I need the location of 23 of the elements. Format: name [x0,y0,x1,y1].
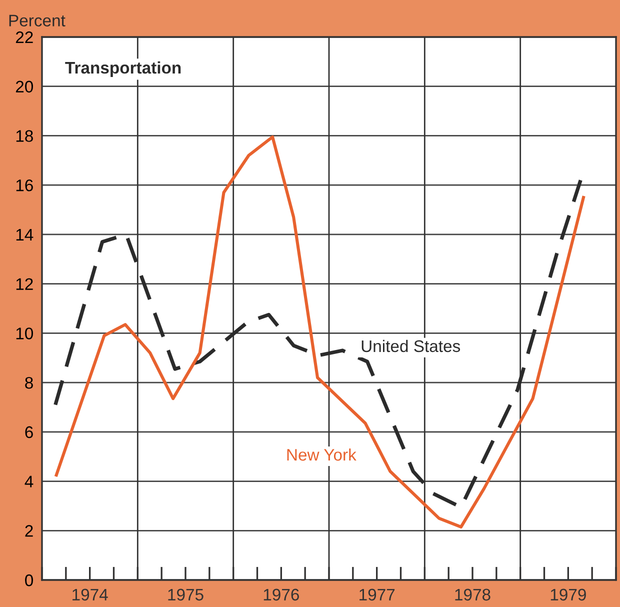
x-tick-label: 1974 [72,588,108,601]
y-tick-label: 4 [24,476,34,488]
line-series [54,135,586,528]
text: Transportation [65,61,181,77]
y-tick-label: 12 [16,278,33,290]
y-tick-label: 8 [25,376,33,389]
x-tick-label: 1977 [360,588,395,601]
y-tick-label: 2 [25,525,33,537]
y-tick-label: 6 [25,426,33,438]
x-tick-label: 1975 [168,588,204,601]
x-tick-label: 1978 [455,588,490,601]
y-axis-title: Percent [9,14,66,26]
x-tick-label: 1976 [264,588,299,601]
y-tick-label: 22 [16,31,33,44]
y-tick-label: 16 [16,179,33,192]
y-tick-label: 20 [16,80,34,93]
y-tick-label: 0 [25,574,34,586]
y-tick-label: 14 [16,229,34,240]
series-label: New York [287,448,356,461]
series-label: United States [362,340,460,352]
y-tick-label: 18 [16,130,33,142]
y-tick-label: 10 [16,328,34,340]
x-tick-label: 1979 [550,588,586,601]
